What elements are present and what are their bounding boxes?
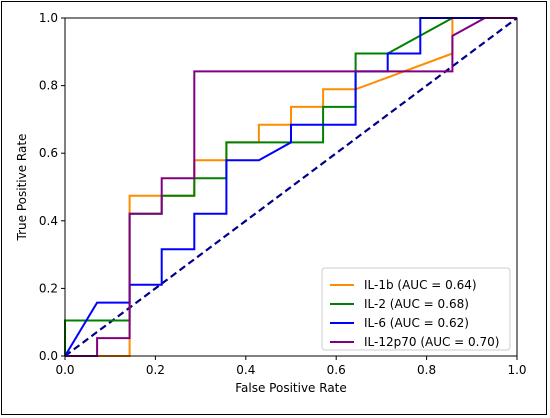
x-tick-label: 0.6 <box>327 363 346 377</box>
roc-series-line-3 <box>65 17 517 357</box>
y-tick-label: 0.8 <box>39 79 58 93</box>
x-tick-label: 1.0 <box>507 363 526 377</box>
legend-box <box>321 267 511 351</box>
y-tick-label: 0.4 <box>39 214 58 228</box>
legend-label: IL-12p70 (AUC = 0.70) <box>364 335 499 349</box>
y-tick-label: 0.6 <box>39 146 58 160</box>
plot-area <box>64 17 518 357</box>
x-tick-label: 0.4 <box>236 363 255 377</box>
legend-label: IL-1b (AUC = 0.64) <box>364 278 477 292</box>
y-tick-label: 0.0 <box>39 349 58 363</box>
chance-diagonal-line <box>64 17 518 357</box>
y-tick-label: 1.0 <box>39 11 58 25</box>
x-axis-label: False Positive Rate <box>235 381 347 395</box>
x-tick-label: 0.0 <box>55 363 74 377</box>
y-tick-label: 0.2 <box>39 281 58 295</box>
legend: IL-1b (AUC = 0.64) IL-2 (AUC = 0.68) IL-6 … <box>321 267 511 351</box>
roc-series-line-0 <box>65 17 517 357</box>
series-layer <box>64 17 517 357</box>
y-axis-label: True Positive Rate <box>15 134 29 242</box>
x-tick-label: 0.2 <box>146 363 165 377</box>
ticks-layer: 0.0 0.2 0.4 0.6 0.8 1.0 0.0 0.2 0.4 0.6 0.8 1.0 <box>39 11 527 377</box>
roc-series-line-2 <box>64 17 517 357</box>
diagonal-layer <box>64 17 518 357</box>
legend-label: IL-2 (AUC = 0.68) <box>364 297 469 311</box>
legend-label: IL-6 (AUC = 0.62) <box>364 316 469 330</box>
x-tick-label: 0.8 <box>417 363 436 377</box>
